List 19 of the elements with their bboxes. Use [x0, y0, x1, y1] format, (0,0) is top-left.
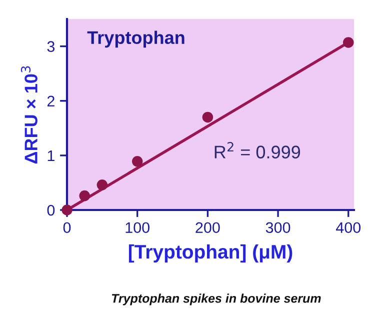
- y-axis-title: ΔRFU × 10$^{3}$: [20, 66, 38, 164]
- point: [132, 156, 143, 167]
- point: [342, 37, 354, 48]
- x-axis-title: [Tryptophan] (μM): [128, 244, 292, 263]
- x-tick-label: 0: [63, 222, 71, 234]
- x-tick-label: 300: [266, 222, 290, 234]
- x-tick-label: 200: [196, 222, 220, 234]
- point: [79, 190, 90, 202]
- text: Tryptophan spikes in bovine serum: [112, 294, 321, 306]
- annotation: R$^{2}$ = 0.999: [214, 142, 300, 158]
- text: Tryptophan: [87, 30, 184, 48]
- x-tick-label: 100: [126, 222, 150, 234]
- y-tick-label: 3: [47, 41, 55, 52]
- point: [202, 112, 214, 123]
- x-tick-label: 400: [336, 222, 361, 234]
- y-tick-label: 0: [47, 204, 55, 216]
- y-tick-label: 2: [47, 96, 54, 106]
- y-tick-label: 1: [48, 150, 54, 161]
- point: [96, 180, 108, 190]
